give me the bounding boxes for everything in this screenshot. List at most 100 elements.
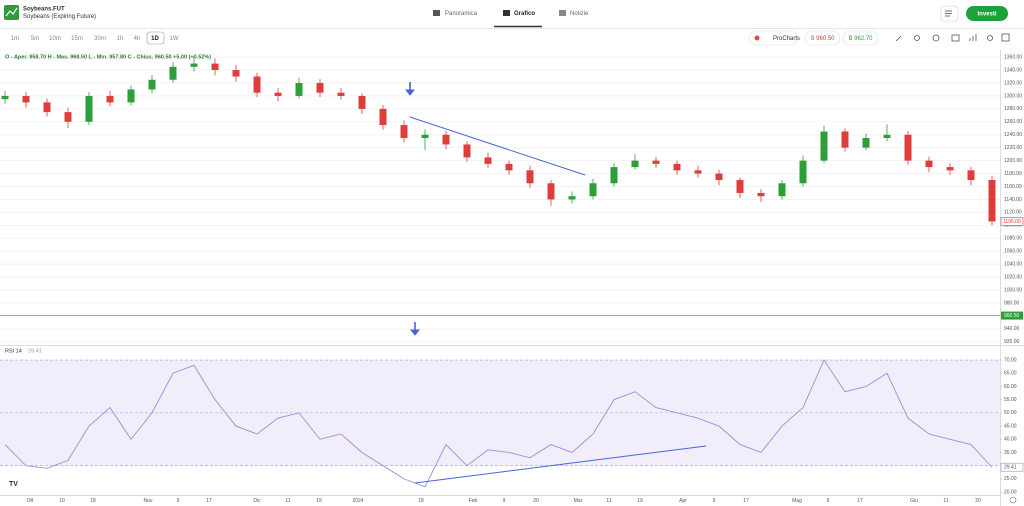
date-label: 17 xyxy=(743,498,749,504)
rsi-value-axis: 29.41 xyxy=(1004,465,1017,471)
invest-label: Investi xyxy=(977,11,996,17)
candle-body xyxy=(967,170,975,181)
symbol-subtitle: Soybeans (Expiring Future) xyxy=(23,14,96,20)
timeframe[interactable]: 1D xyxy=(151,36,159,42)
candle-body xyxy=(946,167,954,171)
y-tick-label: 1120.00 xyxy=(1004,210,1022,216)
y-tick-label: 1140.00 xyxy=(1004,197,1022,203)
candle-body xyxy=(652,160,660,164)
candle-body xyxy=(631,160,639,168)
sell-price: S 960.50 xyxy=(810,36,835,42)
candle-body xyxy=(22,95,30,103)
symbol: Soybeans.FUT xyxy=(23,7,65,13)
y-tick-label: 40.00 xyxy=(1004,437,1017,443)
fullscreen-icon[interactable] xyxy=(1001,33,1010,42)
current-price-box xyxy=(1001,311,1023,320)
date-label: 18 xyxy=(418,498,424,504)
indicator-icon[interactable] xyxy=(914,35,920,41)
y-tick-label: 940.00 xyxy=(1004,326,1020,332)
y-tick-label: 1160.00 xyxy=(1004,184,1022,190)
candle-body xyxy=(169,66,177,80)
candle-body xyxy=(190,63,198,67)
date-label: 19 xyxy=(637,498,643,504)
y-tick-label: 1220.00 xyxy=(1004,145,1022,151)
y-tick-label: 1240.00 xyxy=(1004,132,1022,138)
candle-body xyxy=(799,160,807,184)
buy-price: B 962.70 xyxy=(848,36,873,42)
settings-icon[interactable] xyxy=(932,34,940,42)
y-tick-label: 920.00 xyxy=(1004,339,1020,345)
date-label: 20 xyxy=(533,498,539,504)
y-tick-label: 50.00 xyxy=(1004,410,1017,416)
y-tick-label: 980.00 xyxy=(1004,300,1020,306)
candle-body xyxy=(568,196,576,200)
y-tick-label: 1300.00 xyxy=(1004,93,1022,99)
tv-logo: TV xyxy=(9,481,18,488)
date-label: 11 xyxy=(606,498,611,504)
timeframe[interactable]: 5m xyxy=(31,36,39,42)
compare-icon[interactable] xyxy=(951,34,960,42)
candle-body xyxy=(337,92,345,96)
timeframe[interactable]: 30m xyxy=(94,36,106,42)
tab[interactable]: Notizie xyxy=(570,11,589,17)
date-label: 9 xyxy=(713,498,716,504)
candle-body xyxy=(988,180,996,222)
tab-icon xyxy=(559,10,566,16)
candle-body xyxy=(673,163,681,171)
date-label: Giu xyxy=(910,498,918,504)
invest-button[interactable] xyxy=(966,6,1008,21)
tab[interactable]: Grafico xyxy=(514,11,535,17)
tab-icon xyxy=(503,10,510,16)
date-label: Nov xyxy=(144,498,153,504)
candle-body xyxy=(820,131,828,161)
procharts-label: ProCharts xyxy=(773,36,800,42)
date-label: 11 xyxy=(943,498,948,504)
y-tick-label: 25.00 xyxy=(1004,476,1017,482)
y-tick-label: 1200.00 xyxy=(1004,158,1022,164)
rsi-value-box xyxy=(1000,462,1024,472)
chart-type-icon[interactable] xyxy=(969,34,977,41)
timeframe[interactable]: 10m xyxy=(49,36,61,42)
y-tick-label: 45.00 xyxy=(1004,423,1017,429)
settings-icon[interactable] xyxy=(1009,496,1017,504)
y-tick-label: 1060.00 xyxy=(1004,249,1022,255)
candle-body xyxy=(400,125,408,138)
timeframe[interactable]: 1m xyxy=(11,36,19,42)
date-label: 18 xyxy=(90,498,96,504)
tab-icon xyxy=(433,10,440,16)
y-tick-label: 1320.00 xyxy=(1004,80,1022,86)
candle-body xyxy=(106,95,114,103)
candle-body xyxy=(148,79,156,90)
y-tick-label: 20.00 xyxy=(1004,489,1017,495)
sell-button[interactable] xyxy=(804,30,841,46)
date-label: 11 xyxy=(285,498,290,504)
procharts-icon xyxy=(754,35,760,41)
buy-button[interactable] xyxy=(842,30,879,46)
active-timeframe-box xyxy=(146,31,165,45)
candle-body xyxy=(379,108,387,126)
timeframe[interactable]: 1W xyxy=(170,36,179,42)
candle-body xyxy=(232,70,240,77)
share-icon[interactable] xyxy=(987,35,993,41)
candle-body xyxy=(778,183,786,197)
candle-body xyxy=(736,180,744,193)
y-tick-label: 1000.00 xyxy=(1004,287,1022,293)
timeframe[interactable]: 1h xyxy=(117,36,124,42)
y-tick-label: 1080.00 xyxy=(1004,236,1022,242)
draw-icon[interactable] xyxy=(895,35,902,42)
ohlc-legend: O - Aper. 958.70 H - Mas. 968.50 L - Min… xyxy=(5,54,211,60)
candle-body xyxy=(253,76,261,93)
rsi-line xyxy=(4,359,993,488)
date-label: 9 xyxy=(503,498,506,504)
date-label: 17 xyxy=(857,498,863,504)
tab[interactable]: Panoramica xyxy=(445,11,478,17)
timeframe[interactable]: 15m xyxy=(71,36,83,42)
y-tick-label: 1180.00 xyxy=(1004,171,1022,177)
candle-body xyxy=(421,134,429,138)
date-label: 2024 xyxy=(352,498,363,504)
timeframe[interactable]: 4h xyxy=(134,36,141,42)
procharts-button[interactable] xyxy=(748,30,798,46)
candle-body xyxy=(316,82,324,93)
candle-body xyxy=(841,131,849,148)
